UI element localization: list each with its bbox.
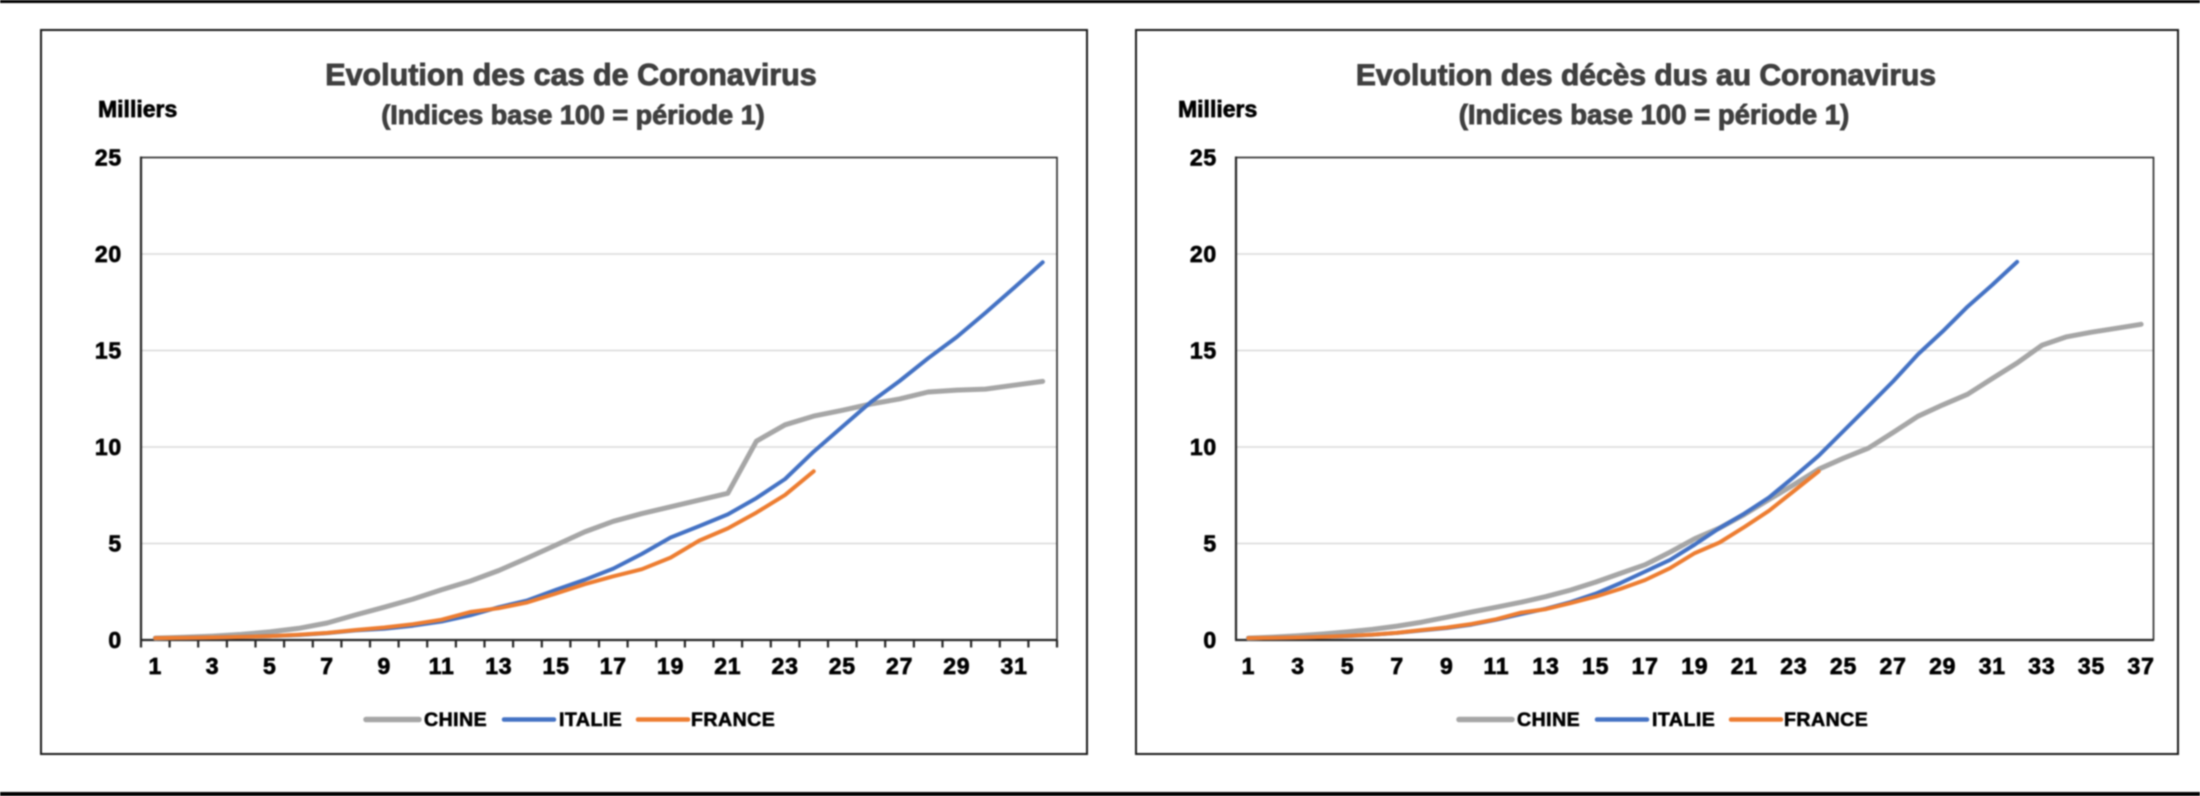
svg-text:31: 31 bbox=[1979, 653, 2006, 679]
svg-text:31: 31 bbox=[1001, 653, 1028, 679]
svg-text:23: 23 bbox=[772, 653, 799, 679]
svg-text:ITALIE: ITALIE bbox=[559, 709, 622, 731]
svg-text:0: 0 bbox=[1203, 627, 1217, 653]
svg-text:7: 7 bbox=[1390, 653, 1404, 679]
svg-text:1: 1 bbox=[149, 653, 163, 679]
svg-text:29: 29 bbox=[943, 653, 970, 679]
svg-text:7: 7 bbox=[320, 653, 334, 679]
svg-text:19: 19 bbox=[657, 653, 684, 679]
svg-text:Milliers: Milliers bbox=[98, 96, 177, 122]
svg-text:3: 3 bbox=[1291, 653, 1305, 679]
svg-text:20: 20 bbox=[1190, 241, 1217, 267]
svg-text:17: 17 bbox=[600, 653, 627, 679]
svg-text:10: 10 bbox=[95, 434, 122, 460]
svg-text:15: 15 bbox=[1190, 338, 1217, 364]
svg-text:5: 5 bbox=[108, 531, 122, 557]
svg-text:(Indices base 100 = période 1): (Indices base 100 = période 1) bbox=[1459, 99, 1850, 130]
svg-text:20: 20 bbox=[95, 241, 122, 267]
svg-text:5: 5 bbox=[1203, 531, 1217, 557]
svg-text:FRANCE: FRANCE bbox=[691, 709, 775, 731]
svg-text:11: 11 bbox=[1483, 653, 1509, 679]
svg-text:15: 15 bbox=[95, 338, 122, 364]
svg-text:FRANCE: FRANCE bbox=[1784, 709, 1868, 731]
svg-text:1: 1 bbox=[1242, 653, 1256, 679]
svg-text:29: 29 bbox=[1929, 653, 1956, 679]
svg-text:21: 21 bbox=[1731, 653, 1758, 679]
svg-text:9: 9 bbox=[1440, 653, 1454, 679]
svg-text:37: 37 bbox=[2128, 653, 2155, 679]
svg-text:15: 15 bbox=[543, 653, 570, 679]
svg-text:5: 5 bbox=[1341, 653, 1355, 679]
svg-text:25: 25 bbox=[1830, 653, 1857, 679]
svg-text:35: 35 bbox=[2078, 653, 2105, 679]
svg-text:Evolution des décès dus au Cor: Evolution des décès dus au Coronavirus bbox=[1356, 59, 1936, 92]
svg-text:25: 25 bbox=[1190, 145, 1217, 171]
svg-text:19: 19 bbox=[1681, 653, 1708, 679]
svg-text:25: 25 bbox=[95, 145, 122, 171]
svg-text:21: 21 bbox=[714, 653, 741, 679]
svg-text:33: 33 bbox=[2028, 653, 2055, 679]
svg-text:17: 17 bbox=[1632, 653, 1659, 679]
svg-text:0: 0 bbox=[108, 627, 122, 653]
svg-text:ITALIE: ITALIE bbox=[1652, 709, 1715, 731]
svg-text:11: 11 bbox=[429, 653, 455, 679]
svg-text:9: 9 bbox=[378, 653, 392, 679]
svg-text:10: 10 bbox=[1190, 434, 1217, 460]
svg-text:Evolution des cas de Coronavir: Evolution des cas de Coronavirus bbox=[325, 58, 817, 92]
svg-text:5: 5 bbox=[263, 653, 277, 679]
svg-text:Milliers: Milliers bbox=[1178, 96, 1257, 122]
svg-text:CHINE: CHINE bbox=[1517, 709, 1580, 731]
svg-text:23: 23 bbox=[1780, 653, 1807, 679]
svg-text:CHINE: CHINE bbox=[424, 709, 487, 731]
svg-text:(Indices base 100 = période 1): (Indices base 100 = période 1) bbox=[381, 100, 764, 130]
svg-text:13: 13 bbox=[1532, 653, 1559, 679]
svg-text:25: 25 bbox=[829, 653, 856, 679]
svg-text:13: 13 bbox=[485, 653, 512, 679]
svg-text:27: 27 bbox=[1880, 653, 1907, 679]
svg-text:15: 15 bbox=[1582, 653, 1609, 679]
svg-text:27: 27 bbox=[886, 653, 913, 679]
svg-text:3: 3 bbox=[206, 653, 220, 679]
